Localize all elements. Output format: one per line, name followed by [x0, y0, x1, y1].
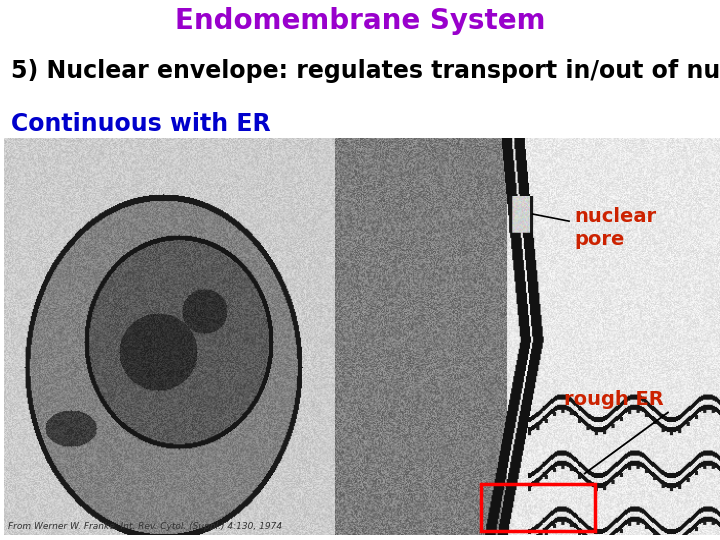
Text: Continuous with ER: Continuous with ER: [11, 112, 271, 136]
Text: nuclear
pore: nuclear pore: [575, 207, 657, 249]
Text: 5) Nuclear envelope: regulates transport in/out of nucleus: 5) Nuclear envelope: regulates transport…: [11, 59, 720, 83]
Bar: [480, 484, 595, 530]
Text: rough ER: rough ER: [564, 390, 664, 409]
Text: Endomembrane System: Endomembrane System: [175, 7, 545, 35]
Text: From Werner W. Franke, Int. Rev. Cytol. (Suppl.) 4:130, 1974: From Werner W. Franke, Int. Rev. Cytol. …: [8, 522, 282, 530]
